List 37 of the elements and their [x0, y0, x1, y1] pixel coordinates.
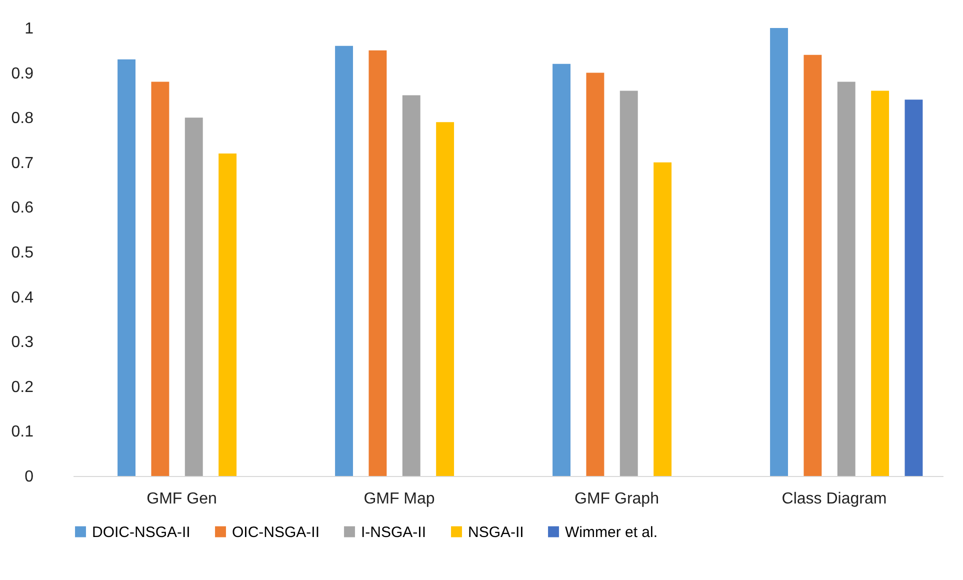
- bar: [552, 64, 570, 476]
- bar: [436, 122, 454, 476]
- bar: [804, 54, 822, 476]
- bar: [904, 100, 923, 476]
- y-tick-label: 0: [24, 468, 34, 486]
- legend-label: NSGA-II: [468, 524, 524, 541]
- legend-label: I-NSGA-II: [361, 524, 426, 541]
- bar: [770, 28, 788, 476]
- x-tick-label: GMF Map: [364, 490, 435, 508]
- y-tick-label: 0.8: [11, 110, 34, 128]
- bar: [871, 90, 890, 476]
- x-tick-label: GMF Gen: [146, 490, 217, 508]
- bar: [620, 90, 638, 476]
- bar: [837, 82, 856, 476]
- legend-label: Wimmer et al.: [565, 524, 658, 541]
- y-tick-label: 0.7: [11, 154, 34, 172]
- bar: [218, 153, 237, 476]
- bar: [368, 50, 387, 476]
- y-tick-label: 0.5: [11, 244, 34, 262]
- bar: [586, 72, 604, 476]
- y-tick-label: 0.1: [11, 424, 34, 441]
- y-tick-label: 0.3: [11, 334, 34, 352]
- y-tick-label: 1: [24, 20, 34, 38]
- bar: [335, 46, 353, 476]
- legend-label: OIC-NSGA-II: [232, 524, 320, 541]
- bar: [151, 82, 170, 476]
- x-tick-label: Class Diagram: [782, 490, 887, 508]
- y-tick-label: 0.4: [11, 289, 34, 306]
- bar: [184, 118, 203, 476]
- bar: [118, 59, 136, 476]
- bar: [402, 95, 420, 476]
- legend-label: DOIC-NSGA-II: [92, 524, 190, 541]
- y-tick-label: 0.2: [11, 378, 34, 396]
- x-tick-label: GMF Graph: [574, 490, 659, 508]
- y-tick-label: 0.9: [11, 65, 34, 82]
- y-tick-label: 0.6: [11, 200, 34, 217]
- bar: [654, 162, 672, 476]
